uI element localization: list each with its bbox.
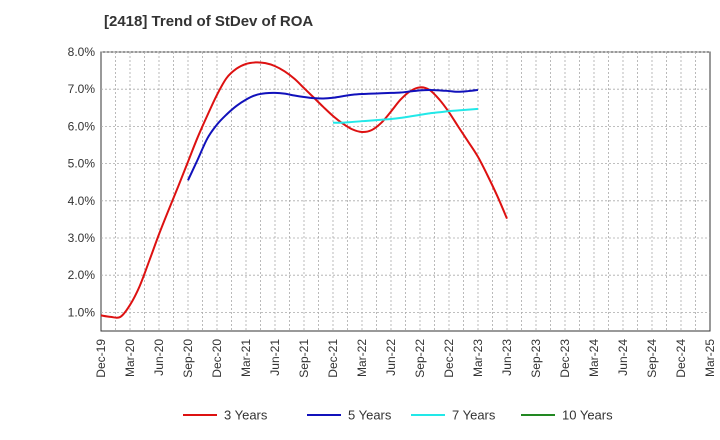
x-tick-label: Sep-22: [413, 339, 427, 378]
x-tick-label: Sep-23: [529, 339, 543, 378]
x-tick-label: Dec-24: [674, 339, 688, 378]
grid-lines: [101, 51, 710, 331]
x-tick-label: Dec-19: [94, 339, 108, 378]
legend-label: 3 Years: [224, 408, 268, 423]
x-tick-label: Sep-24: [645, 339, 659, 378]
series-line-5-years: [187, 88, 479, 181]
x-tick-label: Jun-24: [616, 339, 630, 376]
x-tick-label: Mar-24: [587, 339, 601, 377]
y-tick-label: 3.0%: [68, 231, 96, 245]
y-tick-label: 8.0%: [68, 45, 96, 59]
x-axis-ticks: Dec-19 Mar-20 Jun-20 Sep-20 Dec-20 Mar-21 Jun-…: [94, 339, 717, 378]
y-tick-label: 2.0%: [68, 268, 96, 282]
y-tick-label: 6.0%: [68, 119, 96, 133]
chart-title: [2418] Trend of StDev of ROA: [104, 13, 313, 30]
x-tick-label: Jun-22: [384, 339, 398, 376]
series-line-3-years: [100, 61, 508, 319]
y-tick-label: 5.0%: [68, 157, 96, 171]
y-axis-ticks: 1.0% 2.0% 3.0% 4.0% 5.0% 6.0% 7.0% 8.0%: [68, 45, 96, 319]
x-tick-label: Jun-21: [268, 339, 282, 376]
x-tick-label: Jun-20: [152, 339, 166, 376]
x-tick-label: Dec-22: [442, 339, 456, 378]
x-tick-label: Jun-23: [500, 339, 514, 376]
x-tick-label: Mar-25: [703, 339, 717, 377]
legend-label: 10 Years: [562, 408, 613, 423]
x-tick-label: Sep-21: [297, 339, 311, 378]
x-tick-label: Mar-20: [123, 339, 137, 377]
y-tick-label: 4.0%: [68, 194, 96, 208]
series-lines: [100, 61, 508, 319]
y-tick-label: 7.0%: [68, 82, 96, 96]
x-tick-label: Dec-21: [326, 339, 340, 378]
x-tick-label: Mar-22: [355, 339, 369, 377]
y-tick-label: 1.0%: [68, 305, 96, 319]
legend-label: 5 Years: [348, 408, 392, 423]
legend-label: 7 Years: [452, 408, 496, 423]
x-tick-label: Mar-21: [239, 339, 253, 377]
x-tick-label: Dec-23: [558, 339, 572, 378]
series-line-7-years: [332, 107, 479, 124]
x-tick-label: Sep-20: [181, 339, 195, 378]
legend: 3 Years 5 Years 7 Years 10 Years: [183, 408, 613, 423]
x-tick-label: Mar-23: [471, 339, 485, 377]
x-tick-label: Dec-20: [210, 339, 224, 378]
